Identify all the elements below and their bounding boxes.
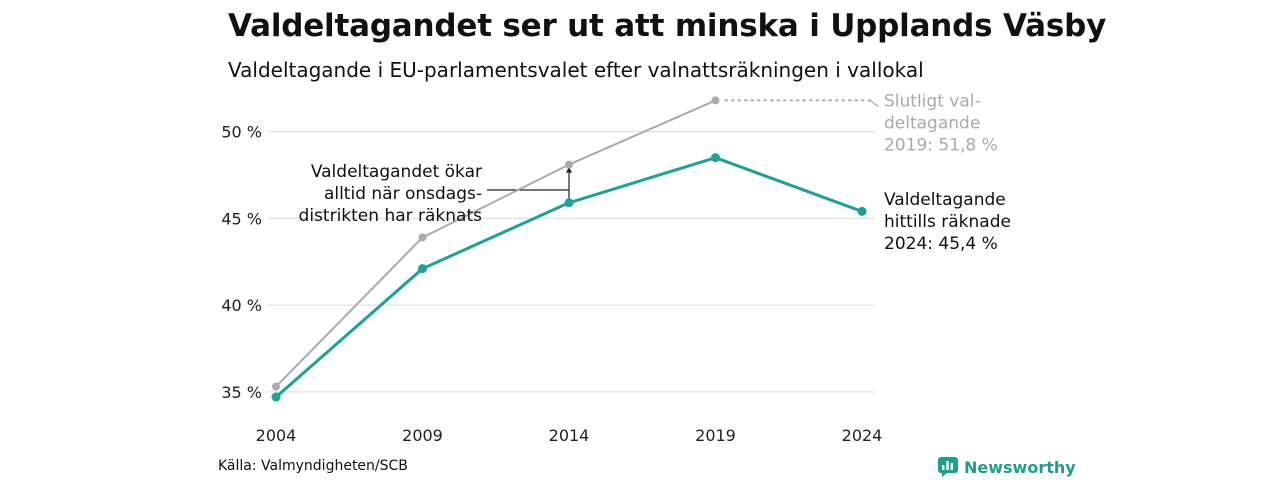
annotation-current-2024: hittills räknade [884, 212, 1011, 232]
data-point-series-1 [271, 392, 281, 402]
data-point-series-1 [857, 206, 867, 216]
leader-line-final-2019 [869, 99, 879, 107]
annotation-current-2024: Valdeltagande [884, 190, 1006, 210]
annotation-final-2019: deltagande [884, 113, 980, 133]
y-tick-label: 40 % [221, 296, 262, 315]
source-note: Källa: Valmyndigheten/SCB [218, 458, 408, 474]
annotation-wednesday-note: distrikten har räknats [299, 206, 483, 226]
data-point-series-0 [711, 96, 720, 105]
annotation-final-2019: 2019: 51,8 % [884, 135, 998, 155]
chart-subtitle: Valdeltagande i EU-parlamentsvalet efter… [228, 58, 924, 82]
brand-logo: Newsworthy [938, 456, 1076, 478]
data-point-series-1 [564, 198, 574, 208]
y-axis-ticks: 35 % 40 % 45 % 50 % [221, 123, 262, 402]
data-point-series-0 [418, 233, 427, 242]
y-tick-label: 35 % [221, 383, 262, 402]
y-tick-label: 45 % [221, 209, 262, 228]
x-tick-label: 2024 [842, 426, 883, 445]
data-point-series-0 [565, 160, 573, 169]
annotation-wednesday-note: Valdeltagandet ökar [311, 162, 482, 182]
x-tick-label: 2019 [695, 426, 736, 445]
y-tick-label: 50 % [221, 123, 262, 142]
annotation-final-2019: Slutligt val- [884, 91, 981, 111]
data-point-series-0 [272, 382, 280, 391]
data-point-series-1 [711, 153, 720, 163]
series [271, 96, 867, 402]
chart-title: Valdeltagandet ser ut att minska i Uppla… [228, 8, 1107, 44]
series-line-0 [275, 99, 717, 388]
brand-name: Newsworthy [964, 457, 1076, 477]
grid-lines [268, 131, 875, 393]
annotation-current-2024: 2024: 45,4 % [884, 234, 998, 254]
x-tick-label: 2004 [256, 426, 297, 445]
x-tick-label: 2009 [402, 426, 443, 445]
x-tick-label: 2014 [549, 426, 590, 445]
annotation-lines [487, 99, 879, 199]
annotation-wednesday-note: alltid när onsdags- [324, 184, 482, 204]
bar-chart-icon [938, 457, 958, 477]
x-axis-ticks: 2004 2009 2014 2019 2024 [256, 426, 883, 445]
annotation-arrowhead [566, 166, 572, 173]
data-point-series-1 [418, 264, 427, 274]
